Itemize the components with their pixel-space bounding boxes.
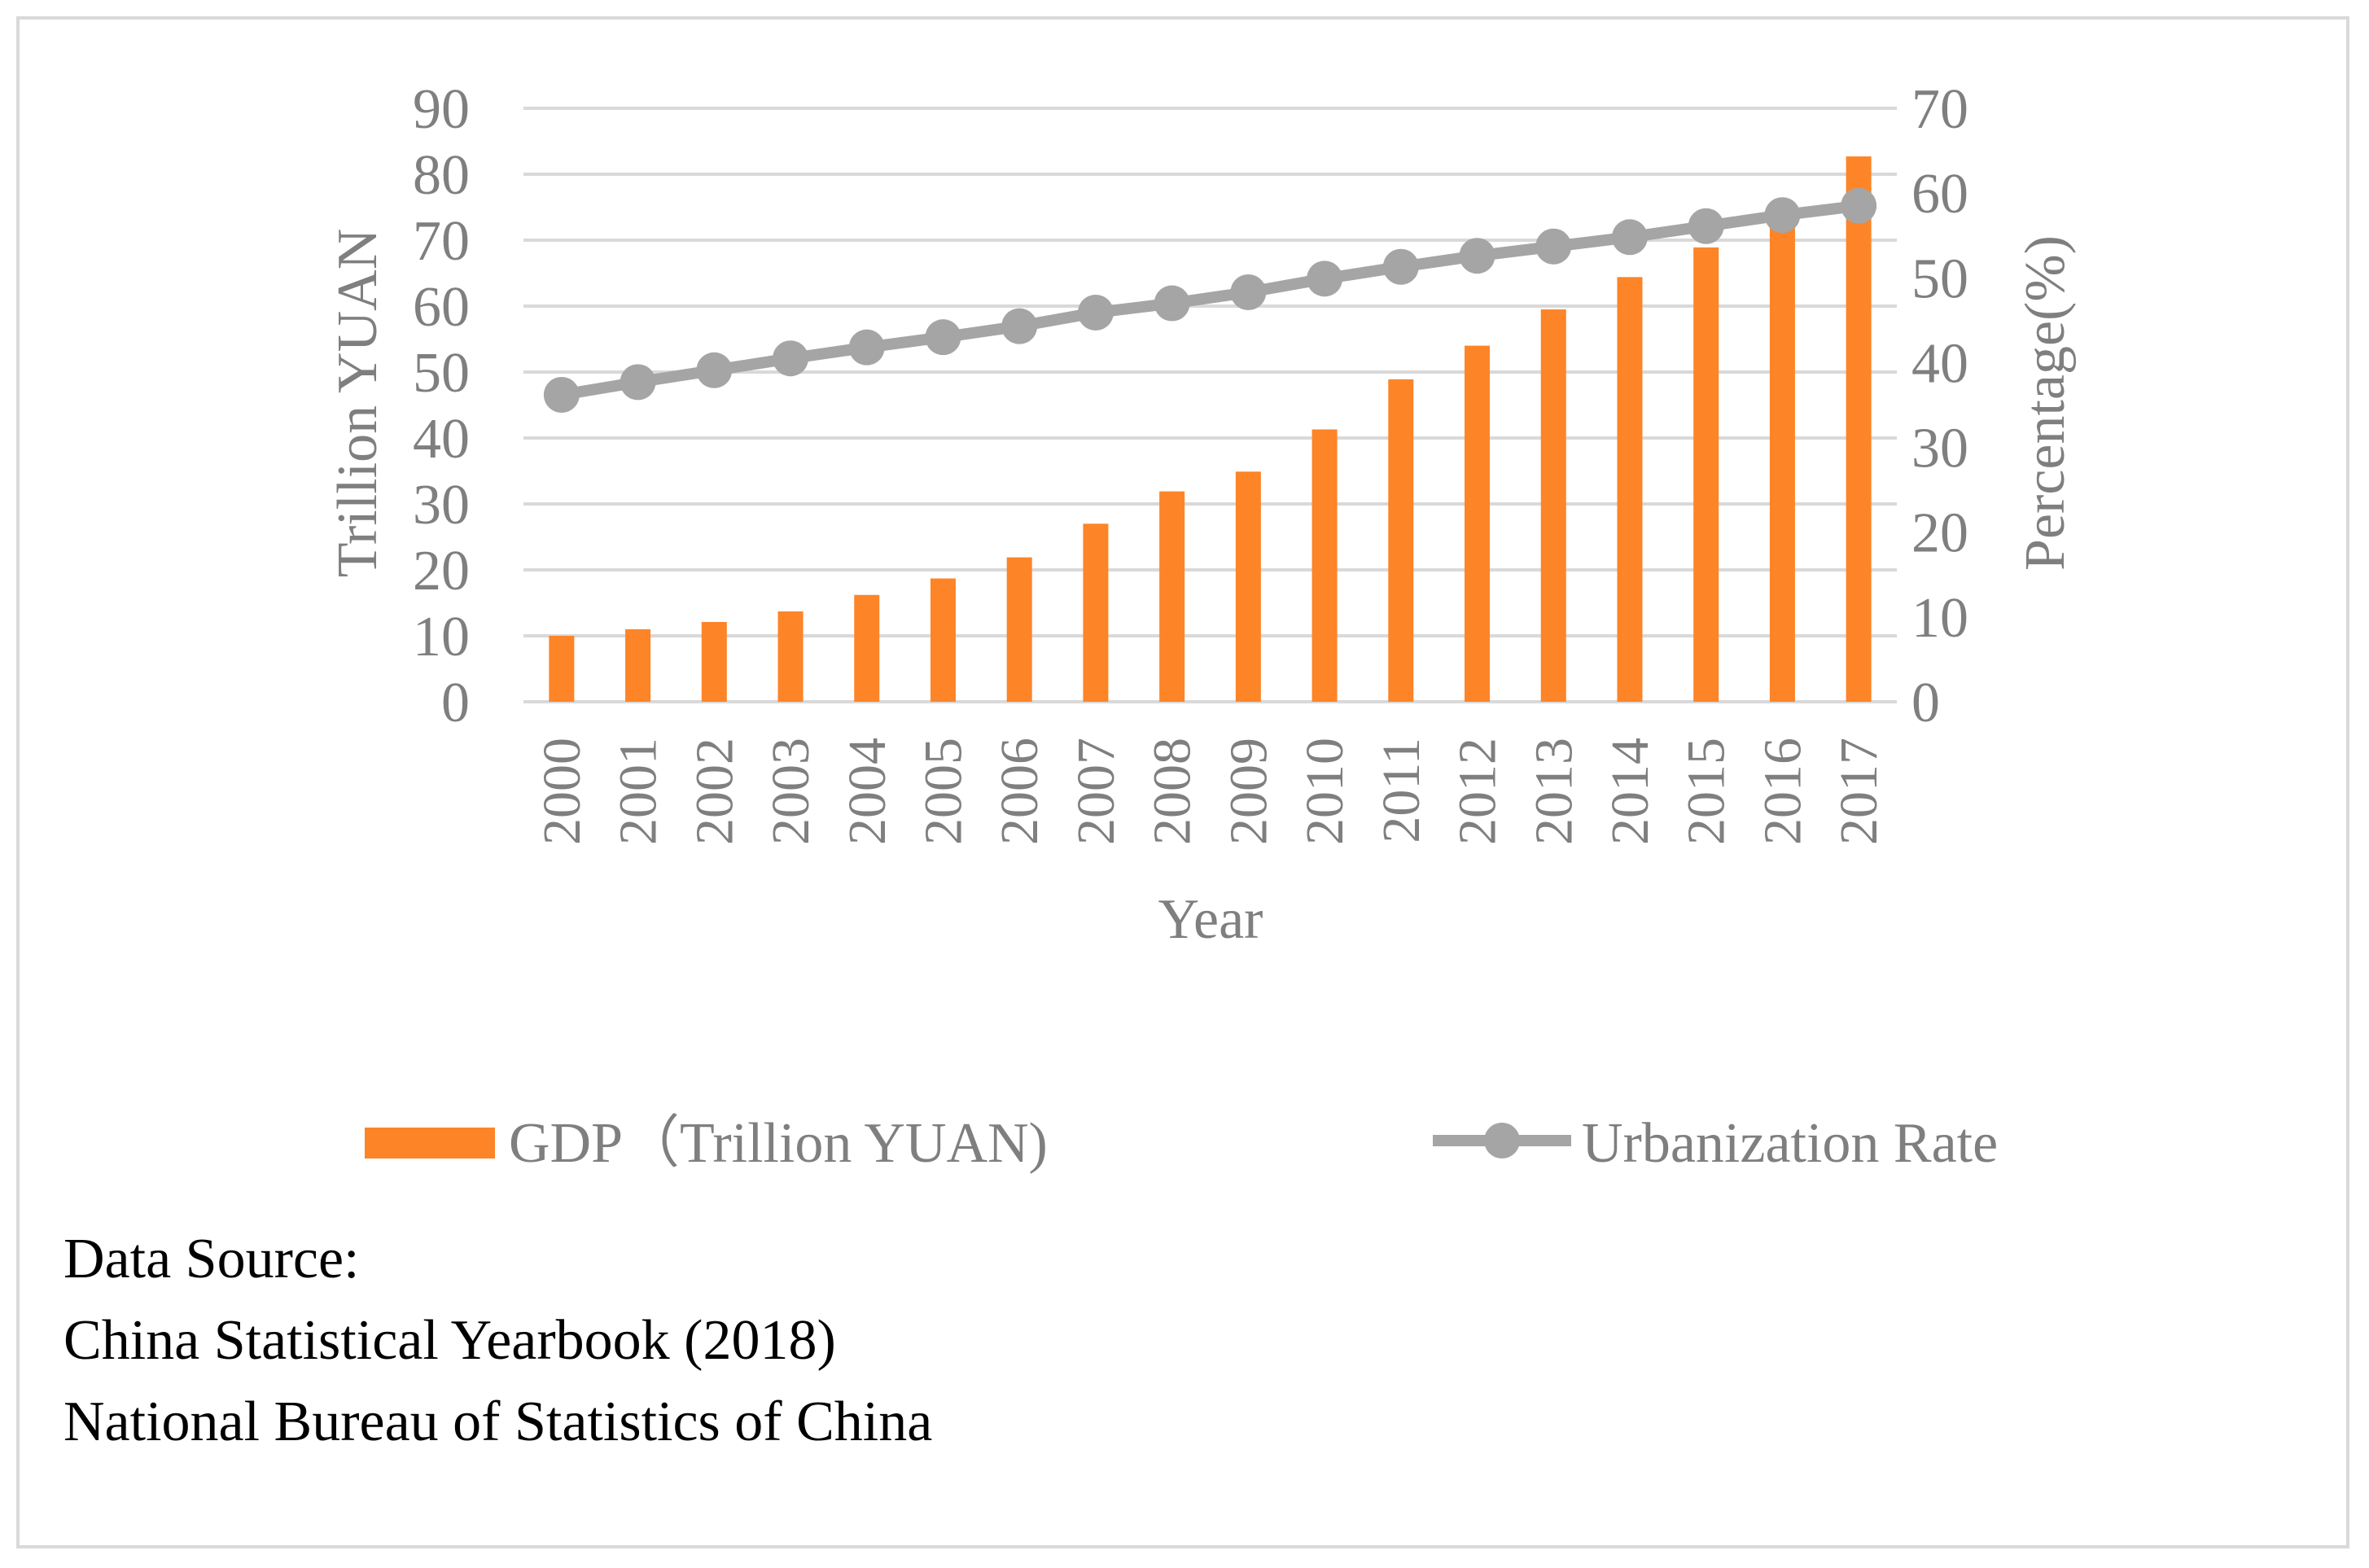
gridlines bbox=[523, 107, 1897, 703]
gdp-bar bbox=[1235, 471, 1261, 702]
legend-gdp-swatch bbox=[365, 1128, 495, 1158]
urbanization-point bbox=[773, 340, 809, 377]
x-axis-label: Year bbox=[1158, 888, 1263, 951]
legend-gdp-label: GDP（Trillion YUAN) bbox=[509, 1112, 1048, 1175]
y-tick-label: 40 bbox=[413, 408, 470, 471]
urbanization-point bbox=[1230, 274, 1267, 310]
urbanization-point bbox=[1154, 285, 1190, 322]
gdp-bar bbox=[1311, 429, 1338, 702]
x-tick-label: 2014 bbox=[1600, 738, 1660, 845]
y-tick-label: 50 bbox=[413, 342, 470, 405]
gdp-bar bbox=[1083, 523, 1109, 702]
urbanization-point bbox=[1459, 238, 1495, 274]
x-tick-label: 2004 bbox=[838, 738, 897, 845]
y-tick-label: 10 bbox=[413, 606, 470, 668]
y2-tick-label: 70 bbox=[1911, 78, 1968, 141]
urbanization-point bbox=[1535, 228, 1572, 265]
y2-tick-label: 40 bbox=[1911, 332, 1968, 395]
urbanization-point bbox=[1611, 219, 1648, 256]
y2-tick-label: 10 bbox=[1911, 587, 1968, 650]
urbanization-point bbox=[1077, 294, 1114, 331]
urbanization-point bbox=[1841, 187, 1877, 224]
y-tick-label: 30 bbox=[413, 474, 470, 537]
source-line-1: Data Source: bbox=[63, 1228, 360, 1290]
y2-tick-label: 60 bbox=[1911, 163, 1968, 226]
urbanization-point bbox=[848, 329, 885, 366]
gdp-bar bbox=[1846, 156, 1872, 702]
gdp-bar bbox=[777, 611, 804, 702]
gdp-bar bbox=[625, 629, 651, 702]
y-tick-label: 80 bbox=[413, 144, 470, 207]
legend-urbanization-label: Urbanization Rate bbox=[1582, 1112, 1998, 1175]
gdp-bar bbox=[930, 578, 956, 702]
urbanization-point bbox=[620, 364, 656, 401]
x-tick-label: 2003 bbox=[761, 738, 821, 845]
urbanization-point bbox=[1001, 308, 1038, 344]
urbanization-point bbox=[1764, 197, 1801, 234]
y2-tick-label: 30 bbox=[1911, 418, 1968, 480]
x-tick-label: 2008 bbox=[1143, 738, 1202, 845]
gdp-bar bbox=[701, 621, 727, 702]
x-axis-ticks: 2000 2001 2002 2003 2004 2005 2006 2007 2008 2009… bbox=[532, 738, 1889, 845]
gdp-bar bbox=[1465, 345, 1491, 702]
x-tick-label: 2012 bbox=[1448, 738, 1508, 845]
x-tick-label: 2005 bbox=[913, 738, 973, 845]
urbanization-point bbox=[1382, 248, 1419, 285]
urbanization-line bbox=[543, 187, 1877, 414]
x-tick-label: 2016 bbox=[1753, 738, 1812, 845]
gdp-bar bbox=[1159, 491, 1185, 702]
legend-urbanization-marker bbox=[1484, 1123, 1520, 1158]
y2-tick-label: 20 bbox=[1911, 502, 1968, 565]
x-tick-label: 2015 bbox=[1677, 738, 1736, 845]
x-tick-label: 2007 bbox=[1066, 738, 1126, 845]
x-tick-label: 2017 bbox=[1829, 738, 1889, 845]
urbanization-point bbox=[1688, 208, 1724, 244]
x-tick-label: 2011 bbox=[1372, 738, 1431, 843]
gdp-bar bbox=[854, 594, 880, 702]
legend: GDP（Trillion YUAN) Urbanization Rate bbox=[365, 1112, 1998, 1175]
urbanization-point bbox=[1307, 261, 1343, 297]
source-line-3: National Bureau of Statistics of China bbox=[63, 1391, 933, 1453]
urbanization-series-line bbox=[560, 199, 1859, 401]
y-tick-label: 70 bbox=[413, 210, 470, 273]
x-tick-label: 2002 bbox=[685, 738, 744, 845]
x-tick-label: 2006 bbox=[990, 738, 1049, 845]
urbanization-point bbox=[696, 352, 733, 388]
gdp-bar bbox=[1769, 209, 1795, 702]
y-tick-label: 20 bbox=[413, 540, 470, 602]
gdp-bar bbox=[1617, 277, 1643, 702]
figure-frame bbox=[16, 16, 2349, 1548]
right-axis-ticks: 0 10 20 30 40 50 60 70 bbox=[1911, 78, 1968, 734]
urbanization-point bbox=[543, 377, 580, 414]
y-tick-label: 90 bbox=[413, 78, 470, 141]
urbanization-point bbox=[925, 319, 961, 356]
gdp-bar bbox=[1693, 247, 1719, 702]
y-tick-label: 60 bbox=[413, 276, 470, 339]
x-tick-label: 2009 bbox=[1219, 738, 1278, 845]
source-line-2: China Statistical Yearbook (2018) bbox=[63, 1309, 836, 1372]
gdp-bar bbox=[1388, 379, 1414, 702]
x-tick-label: 2001 bbox=[609, 738, 668, 845]
y2-tick-label: 0 bbox=[1911, 672, 1940, 734]
gdp-bar bbox=[1006, 557, 1032, 702]
y-tick-label: 0 bbox=[441, 672, 470, 734]
gdp-bars bbox=[549, 156, 1872, 702]
gdp-bar bbox=[549, 636, 575, 702]
x-tick-label: 2010 bbox=[1295, 738, 1355, 845]
x-tick-label: 2000 bbox=[532, 738, 592, 845]
x-tick-label: 2013 bbox=[1524, 738, 1583, 845]
y2-axis-label: Percentage(%) bbox=[2014, 235, 2077, 571]
y2-tick-label: 50 bbox=[1911, 247, 1968, 310]
gdp-bar bbox=[1540, 309, 1566, 702]
y-axis-label: Trillion YUAN bbox=[326, 229, 389, 578]
